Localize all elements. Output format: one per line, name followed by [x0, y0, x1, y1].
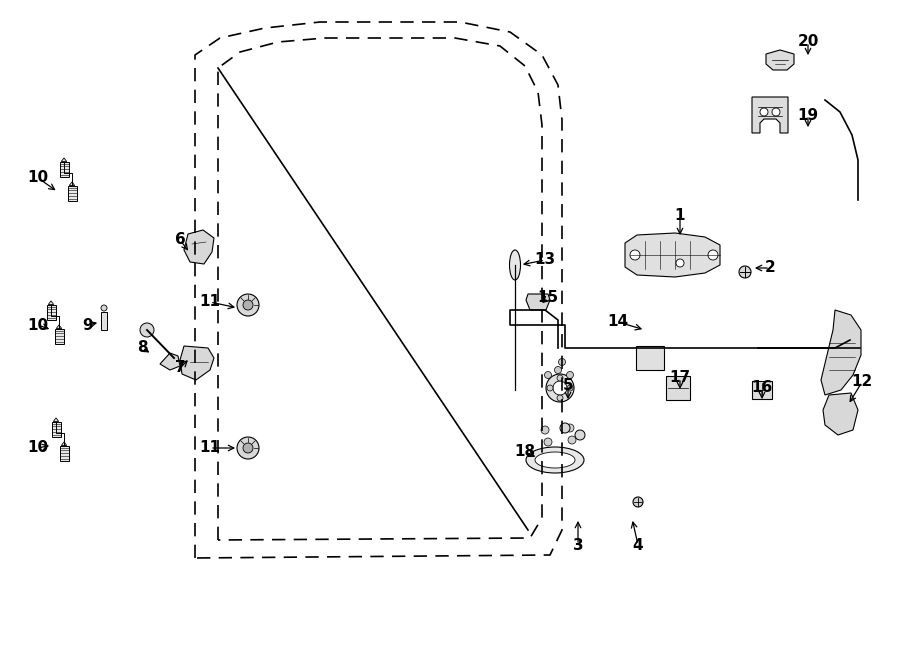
Bar [59, 161, 68, 176]
Circle shape [566, 424, 574, 432]
Circle shape [546, 374, 574, 402]
Polygon shape [184, 230, 214, 264]
Text: 10: 10 [27, 171, 49, 186]
Text: 13: 13 [535, 253, 555, 268]
Text: 18: 18 [515, 444, 536, 459]
Text: 19: 19 [797, 108, 819, 122]
Circle shape [575, 430, 585, 440]
Polygon shape [160, 353, 180, 370]
Bar [752, 381, 772, 399]
Circle shape [676, 259, 684, 267]
Circle shape [544, 438, 552, 446]
Text: 11: 11 [200, 440, 220, 455]
Polygon shape [766, 50, 794, 70]
Circle shape [140, 323, 154, 337]
Text: 20: 20 [797, 34, 819, 50]
Circle shape [237, 437, 259, 459]
Bar [55, 329, 64, 344]
Text: 8: 8 [137, 340, 148, 356]
Text: 15: 15 [537, 290, 559, 305]
Bar [51, 422, 60, 436]
Text: 4: 4 [633, 537, 643, 553]
Circle shape [547, 385, 553, 391]
Text: 9: 9 [83, 317, 94, 332]
Circle shape [101, 305, 107, 311]
Text: 7: 7 [175, 360, 185, 375]
Circle shape [554, 366, 562, 373]
Polygon shape [821, 310, 861, 395]
Circle shape [541, 426, 549, 434]
Text: 17: 17 [670, 371, 690, 385]
Text: 10: 10 [27, 440, 49, 455]
Polygon shape [526, 294, 550, 310]
Text: 6: 6 [175, 233, 185, 247]
Circle shape [557, 375, 563, 381]
Bar [68, 186, 76, 200]
Ellipse shape [509, 250, 520, 280]
Polygon shape [57, 325, 62, 329]
Text: 12: 12 [851, 375, 873, 389]
Text: 1: 1 [675, 208, 685, 223]
Bar [636, 346, 664, 370]
Text: 10: 10 [27, 317, 49, 332]
Circle shape [237, 294, 259, 316]
Polygon shape [625, 233, 720, 277]
Bar [47, 305, 56, 319]
Circle shape [568, 436, 576, 444]
Polygon shape [752, 97, 788, 133]
Polygon shape [61, 158, 67, 161]
Circle shape [630, 250, 640, 260]
Circle shape [708, 250, 718, 260]
Ellipse shape [535, 452, 575, 468]
Text: 3: 3 [572, 537, 583, 553]
Polygon shape [823, 393, 858, 435]
Ellipse shape [526, 447, 584, 473]
Circle shape [633, 497, 643, 507]
Circle shape [553, 381, 567, 395]
Bar [666, 376, 690, 400]
Polygon shape [180, 346, 214, 380]
Circle shape [243, 443, 253, 453]
Polygon shape [61, 442, 67, 446]
Circle shape [559, 358, 565, 366]
Circle shape [760, 108, 768, 116]
Polygon shape [49, 301, 54, 305]
Text: 5: 5 [562, 377, 573, 393]
Bar [59, 446, 68, 461]
Bar [101, 312, 107, 330]
Text: 2: 2 [765, 260, 776, 276]
Text: 11: 11 [200, 295, 220, 309]
Circle shape [544, 371, 552, 379]
Text: 16: 16 [752, 381, 772, 395]
Circle shape [557, 395, 563, 401]
Circle shape [566, 371, 573, 379]
Polygon shape [53, 418, 58, 422]
Circle shape [739, 266, 751, 278]
Text: 14: 14 [608, 315, 628, 329]
Polygon shape [69, 182, 75, 186]
Circle shape [772, 108, 780, 116]
Circle shape [567, 385, 573, 391]
Circle shape [243, 300, 253, 310]
Circle shape [560, 423, 570, 433]
